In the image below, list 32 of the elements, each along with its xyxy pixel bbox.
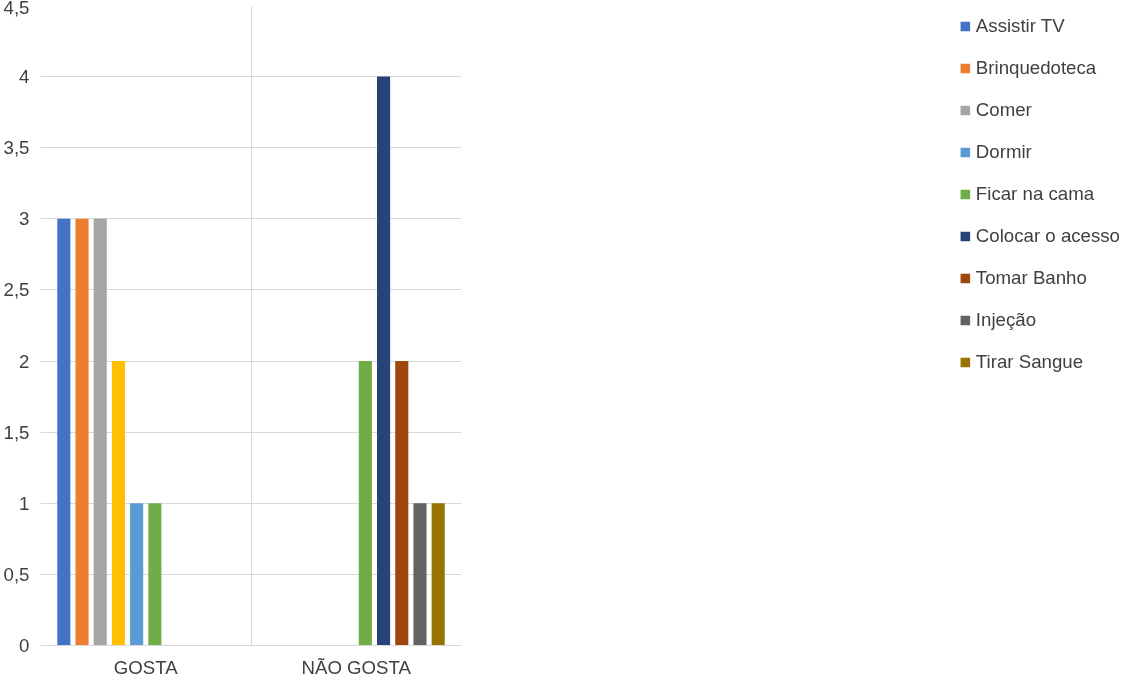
legend-label: Brinquedoteca xyxy=(975,57,1097,79)
bar xyxy=(93,218,107,646)
y-tick-label: 2 xyxy=(19,350,30,372)
bar xyxy=(57,218,71,646)
y-tick-label: 3 xyxy=(19,208,30,230)
y-tick-label: 0 xyxy=(19,635,30,656)
y-tick-label: 4,5 xyxy=(3,0,30,18)
bar xyxy=(431,503,445,646)
bar xyxy=(148,503,162,646)
y-tick-label: 4 xyxy=(19,66,30,88)
legend-label: Dormir xyxy=(975,141,1032,163)
legend-label: Ficar na cama xyxy=(975,183,1095,205)
legend-label: Tomar Banho xyxy=(975,267,1087,289)
x-tick-label: NÃO GOSTA xyxy=(301,656,412,678)
bar xyxy=(395,361,409,646)
bar xyxy=(413,503,427,646)
legend-label: Tirar Sangue xyxy=(975,351,1084,373)
legend-label: Colocar o acesso xyxy=(975,225,1120,247)
y-tick-label: 1 xyxy=(19,492,30,514)
x-tick-label: GOSTA xyxy=(113,656,179,678)
bar xyxy=(358,361,372,646)
bar xyxy=(377,76,391,646)
bar xyxy=(111,361,125,646)
y-tick-label: 1,5 xyxy=(3,421,30,443)
y-tick-label: 3,5 xyxy=(3,137,30,159)
y-tick-label: 0,5 xyxy=(3,563,30,585)
bar xyxy=(75,218,89,646)
legend-label: Assistir TV xyxy=(975,15,1065,37)
legend-label: Injeção xyxy=(975,309,1037,331)
legend-label: Comer xyxy=(975,99,1032,121)
y-tick-label: 2,5 xyxy=(3,279,30,301)
bar xyxy=(130,503,144,646)
